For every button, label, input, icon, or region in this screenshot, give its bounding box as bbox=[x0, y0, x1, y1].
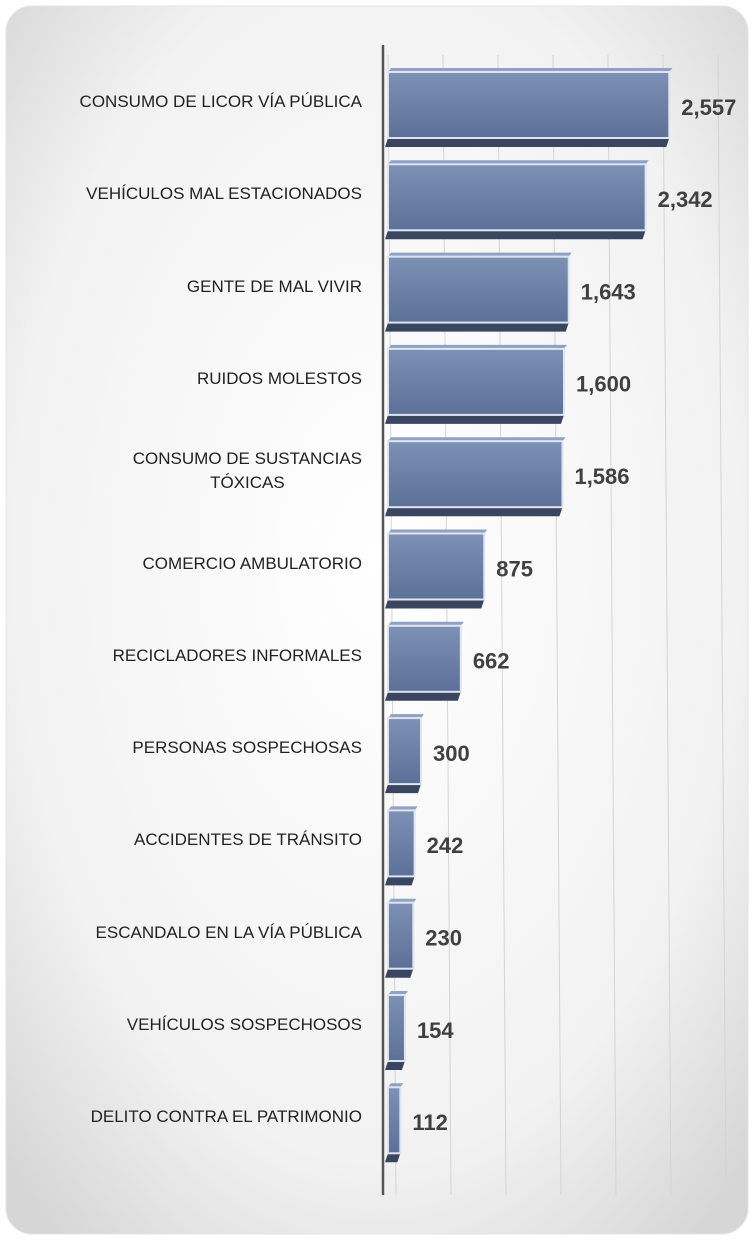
data-label: 1,586 bbox=[574, 464, 629, 489]
category-label: VEHÍCULOS MAL ESTACIONADOS bbox=[86, 184, 362, 204]
bar bbox=[387, 901, 415, 970]
data-label: 2,557 bbox=[681, 95, 736, 120]
category-label: DELITO CONTRA EL PATRIMONIO bbox=[90, 1107, 362, 1127]
bar-bottom bbox=[385, 414, 564, 424]
bar bbox=[387, 717, 422, 786]
category-label: ACCIDENTES DE TRÁNSITO bbox=[134, 830, 362, 850]
grid-line bbox=[662, 54, 672, 1196]
bar bbox=[387, 163, 647, 232]
category-label: CONSUMO DE LICOR VÍA PÚBLICA bbox=[79, 92, 362, 111]
bar bbox=[387, 994, 406, 1062]
bar-bottom bbox=[385, 230, 646, 240]
bar-bottom bbox=[385, 322, 569, 332]
data-label: 1,600 bbox=[576, 372, 631, 397]
grid-line bbox=[717, 54, 727, 1196]
category-label: COMERCIO AMBULATORIO bbox=[142, 553, 362, 573]
data-label: 875 bbox=[496, 556, 533, 581]
data-label: 2,342 bbox=[658, 187, 713, 212]
bar bbox=[387, 624, 462, 693]
data-label: 230 bbox=[425, 926, 462, 951]
data-label: 1,643 bbox=[581, 279, 636, 304]
data-label: 112 bbox=[412, 1110, 448, 1135]
category-label: CONSUMO DE SUSTANCIAS TÓXICAS bbox=[132, 449, 362, 493]
bar-bottom bbox=[385, 507, 563, 517]
data-label: 300 bbox=[433, 741, 470, 766]
bar-bottom bbox=[385, 784, 421, 794]
bar-bottom bbox=[385, 1061, 405, 1070]
bar bbox=[387, 71, 671, 139]
category-label: ESCANDALO EN LA VÍA PÚBLICA bbox=[95, 922, 362, 942]
data-label: 242 bbox=[427, 833, 464, 858]
category-label: PERSONAS SOSPECHOSAS bbox=[132, 738, 362, 758]
bar-bottom bbox=[385, 968, 414, 978]
bar bbox=[387, 255, 570, 324]
category-label: RUIDOS MOLESTOS bbox=[197, 368, 362, 388]
bar-bottom bbox=[385, 138, 670, 147]
bar-bottom bbox=[385, 691, 461, 701]
bar-bottom bbox=[385, 876, 415, 886]
grid-line bbox=[497, 54, 507, 1196]
bar bbox=[387, 532, 486, 601]
category-label: RECICLADORES INFORMALES bbox=[112, 645, 362, 665]
bar-bottom bbox=[385, 1153, 401, 1163]
grid-line bbox=[607, 54, 617, 1196]
bar bbox=[387, 1086, 402, 1155]
bar bbox=[387, 809, 416, 878]
category-label: GENTE DE MAL VIVIR bbox=[186, 276, 362, 296]
category-label: VEHÍCULOS SOSPECHOSOS bbox=[126, 1015, 362, 1034]
data-label: 662 bbox=[473, 649, 510, 674]
bar bbox=[387, 347, 565, 416]
bar bbox=[387, 440, 564, 509]
data-label: 154 bbox=[417, 1018, 454, 1043]
grid-line bbox=[552, 54, 562, 1196]
bar-bottom bbox=[385, 599, 485, 609]
